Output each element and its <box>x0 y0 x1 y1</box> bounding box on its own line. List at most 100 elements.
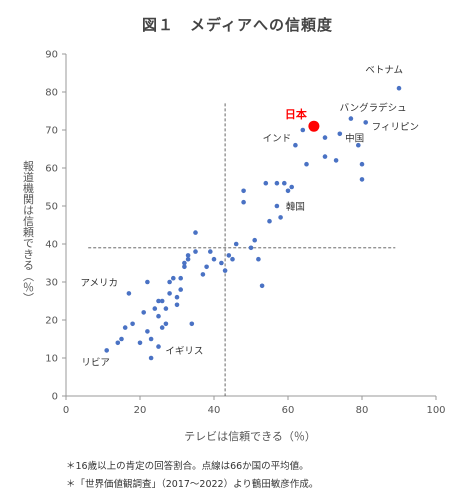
data-point <box>211 256 217 262</box>
data-point <box>241 188 246 194</box>
data-point <box>156 313 161 319</box>
y-axis-label: 報道機関は信頼できる（％） <box>22 160 35 303</box>
data-point <box>226 253 232 258</box>
data-point <box>274 180 280 186</box>
y-tick-label: 80 <box>45 88 58 99</box>
point-annotation: アメリカ <box>81 278 119 289</box>
data-points <box>104 85 402 361</box>
data-point <box>359 177 365 182</box>
point-annotation: インド <box>263 133 292 144</box>
data-point-japan <box>308 120 320 132</box>
data-point <box>171 275 176 281</box>
x-tick-label: 80 <box>356 405 369 416</box>
data-point <box>363 120 369 125</box>
point-annotation: バングラデシュ <box>340 102 407 114</box>
data-point <box>130 321 135 327</box>
data-point <box>156 298 161 304</box>
point-annotation: 韓国 <box>286 202 305 213</box>
point-annotation: フィリピン <box>372 122 419 133</box>
data-point <box>145 279 150 285</box>
data-point <box>152 306 158 311</box>
data-point <box>233 241 239 247</box>
data-point <box>185 256 191 262</box>
data-point <box>219 260 224 266</box>
point-annotation: ベトナム <box>365 65 403 76</box>
data-point <box>163 321 169 327</box>
axes: 0 20 40 60 80 100 0 10 20 30 40 50 60 70 80 90 <box>45 50 445 417</box>
y-tick-label: 20 <box>45 316 58 327</box>
data-point <box>267 218 272 224</box>
data-point <box>248 245 254 251</box>
x-axis-label: テレビは信頼できる（％） <box>184 430 316 443</box>
data-point <box>230 256 235 262</box>
data-point <box>359 161 365 167</box>
data-point <box>259 283 265 289</box>
y-tick-label: 10 <box>45 354 58 365</box>
average-lines <box>88 103 396 396</box>
data-point <box>252 237 257 243</box>
x-tick-label: 60 <box>282 405 295 416</box>
data-point <box>126 291 132 296</box>
data-point <box>156 344 161 349</box>
data-point <box>141 310 146 315</box>
data-point <box>204 264 209 270</box>
point-annotation: リビア <box>81 358 110 369</box>
y-tick-label: 60 <box>45 164 58 175</box>
data-point <box>159 298 165 304</box>
data-point <box>263 180 269 186</box>
data-point <box>304 161 309 167</box>
data-point <box>322 135 328 140</box>
y-tick-label: 40 <box>45 240 58 251</box>
x-tick-label: 100 <box>426 405 445 416</box>
y-tick-label: 0 <box>52 392 58 403</box>
data-point <box>174 294 180 300</box>
data-point <box>137 340 143 346</box>
data-point <box>200 272 206 277</box>
data-point <box>348 116 354 121</box>
data-point <box>163 306 169 311</box>
data-point <box>167 291 172 296</box>
data-point <box>333 158 339 163</box>
data-point <box>289 184 295 190</box>
data-point <box>185 253 191 258</box>
label-japan: 日本 <box>285 107 307 121</box>
data-point <box>356 142 361 148</box>
data-point <box>178 287 183 292</box>
footnote-1: ＊16歳以上の肯定の回答割合。点線は66か国の平均値。 <box>66 461 309 472</box>
y-tick-label: 50 <box>45 202 58 213</box>
chart-title: 図１ メディアへの信頼度 <box>142 16 333 34</box>
data-point <box>122 325 128 330</box>
data-point <box>167 279 172 285</box>
data-point <box>193 249 198 254</box>
data-point <box>104 348 109 353</box>
data-point <box>256 256 261 262</box>
data-point <box>159 325 165 330</box>
data-point <box>148 355 154 361</box>
footnotes: ＊16歳以上の肯定の回答割合。点線は66か国の平均値。 ＊「世界価値観調査」（2… <box>66 458 318 494</box>
data-point <box>274 203 280 209</box>
data-point <box>189 321 195 327</box>
data-point <box>182 264 187 270</box>
data-point <box>337 131 343 137</box>
data-point <box>285 188 291 194</box>
data-point <box>278 215 283 220</box>
data-point <box>148 336 154 342</box>
data-point <box>222 268 228 273</box>
data-point <box>145 329 150 334</box>
data-point <box>178 275 183 281</box>
data-point <box>396 85 402 91</box>
y-tick-label: 30 <box>45 278 58 289</box>
data-point <box>193 230 198 235</box>
data-point <box>182 260 187 266</box>
y-tick-label: 70 <box>45 126 58 137</box>
data-point <box>282 180 287 186</box>
data-point <box>322 154 328 159</box>
point-annotation: 中国 <box>345 132 364 144</box>
x-tick-label: 20 <box>134 405 147 416</box>
x-tick-label: 0 <box>63 405 69 416</box>
data-point <box>115 340 121 346</box>
data-point <box>119 336 124 342</box>
